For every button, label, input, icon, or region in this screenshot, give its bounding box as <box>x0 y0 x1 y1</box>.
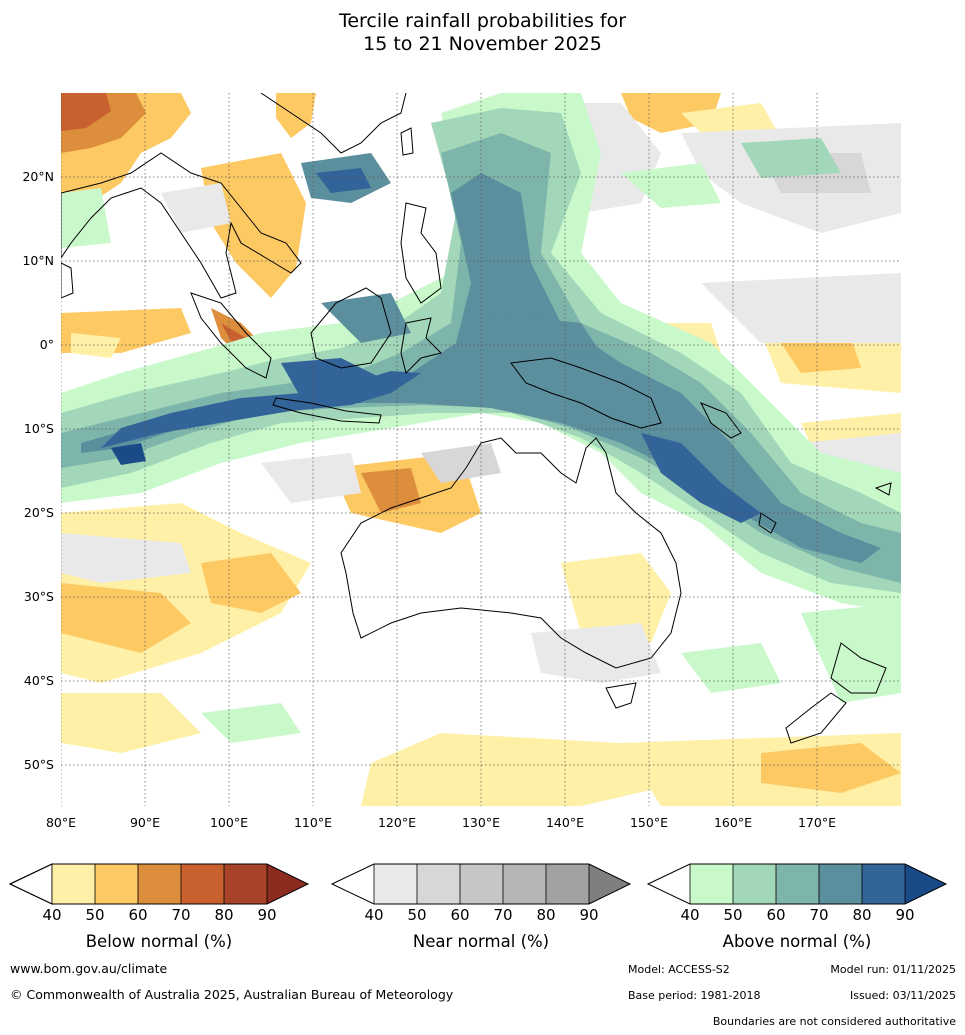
near-normal-swatch-3 <box>460 864 503 904</box>
lon-label-80e: 80°E <box>45 815 77 830</box>
near-tick-50: 50 <box>407 906 427 924</box>
new-zealand-outline <box>785 642 887 744</box>
above-tick-90: 90 <box>895 906 915 924</box>
disclaimer-text: Boundaries are not considered authoritat… <box>712 1015 956 1028</box>
coastlines <box>61 93 892 744</box>
map-title: Tercile rainfall probabilities for 15 to… <box>0 10 965 56</box>
lat-label-30s: 30°S <box>23 589 54 604</box>
base-period-text: Base period: 1981-2018 <box>628 989 761 1002</box>
below-tick-60: 60 <box>128 906 148 924</box>
lat-label-20s: 20°S <box>23 505 54 520</box>
below-normal-over-arrow <box>267 864 308 904</box>
pacific-islands-outline <box>699 402 892 534</box>
near-normal-over-arrow <box>589 864 630 904</box>
below-normal-label: Below normal (%) <box>85 932 233 951</box>
near-tick-70: 70 <box>493 906 513 924</box>
below-tick-80: 80 <box>214 906 234 924</box>
sulawesi-outline <box>400 317 442 374</box>
australia-outline <box>340 437 682 669</box>
below-normal-swatch-4 <box>181 864 224 904</box>
lon-label-100e: 100°E <box>209 815 248 830</box>
model-run-text: Model run: 01/11/2025 <box>830 963 956 976</box>
below-normal-swatch-3 <box>138 864 181 904</box>
lon-label-170e: 170°E <box>797 815 836 830</box>
below-normal-swatch-5 <box>224 864 267 904</box>
near-normal-swatch-4 <box>503 864 546 904</box>
southeast-asia-outline <box>61 152 302 299</box>
above-tick-80: 80 <box>852 906 872 924</box>
above-normal-swatch-1 <box>690 864 733 904</box>
near-tick-90: 90 <box>579 906 599 924</box>
above-normal-label: Above normal (%) <box>722 932 872 951</box>
above-tick-40: 40 <box>680 906 700 924</box>
above-normal-under-arrow <box>648 864 690 904</box>
lon-label-160e: 160°E <box>713 815 752 830</box>
new-guinea-outline <box>510 357 662 429</box>
taiwan-outline <box>400 127 414 156</box>
tasmania-outline <box>605 682 637 709</box>
lon-label-90e: 90°E <box>129 815 161 830</box>
below-normal-under-arrow <box>8 863 53 905</box>
near-normal-swatch-2 <box>417 864 460 904</box>
lat-label-10n: 10°N <box>22 253 54 268</box>
rainfall-probability-map <box>61 93 901 806</box>
lon-label-130e: 130°E <box>461 815 500 830</box>
near-normal-label: Near normal (%) <box>412 932 550 951</box>
above-tick-60: 60 <box>766 906 786 924</box>
above-normal-swatch-3 <box>776 864 819 904</box>
above-normal-swatch-5 <box>862 864 905 904</box>
below-tick-50: 50 <box>85 906 105 924</box>
below-normal-swatch-2 <box>95 864 138 904</box>
website-link[interactable]: www.bom.gov.au/climate <box>10 961 168 976</box>
above-tick-50: 50 <box>723 906 743 924</box>
above-normal-colorbar <box>646 863 948 905</box>
lat-label-50s: 50°S <box>23 757 54 772</box>
near-normal-swatch-1 <box>374 864 417 904</box>
near-normal-swatch-5 <box>546 864 589 904</box>
lon-label-110e: 110°E <box>293 815 332 830</box>
above-normal-swatch-2 <box>733 864 776 904</box>
near-tick-80: 80 <box>536 906 556 924</box>
lon-label-150e: 150°E <box>629 815 668 830</box>
borneo-outline <box>310 287 392 369</box>
java-outline <box>272 397 382 424</box>
issued-text: Issued: 03/11/2025 <box>849 989 956 1002</box>
below-normal-swatch-1 <box>52 864 95 904</box>
above-normal-swatch-4 <box>819 864 862 904</box>
philippines-outline <box>400 202 442 304</box>
below-tick-40: 40 <box>42 906 62 924</box>
above-tick-70: 70 <box>809 906 829 924</box>
title-line-1: Tercile rainfall probabilities for <box>338 10 627 32</box>
lat-label-10s: 10°S <box>23 421 54 436</box>
above-normal-over-arrow <box>905 864 946 904</box>
near-tick-60: 60 <box>450 906 470 924</box>
graticule <box>61 93 901 806</box>
china-coast-outline <box>260 93 407 154</box>
lat-label-0: 0° <box>39 337 54 352</box>
copyright-text: © Commonwealth of Australia 2025, Austra… <box>10 987 454 1002</box>
below-tick-90: 90 <box>257 906 277 924</box>
lat-label-20n: 20°N <box>22 169 54 184</box>
model-text: Model: ACCESS-S2 <box>628 963 730 976</box>
near-normal-colorbar <box>330 863 632 905</box>
below-normal-colorbar <box>8 863 310 905</box>
lat-label-40s: 40°S <box>23 673 54 688</box>
lon-label-140e: 140°E <box>545 815 584 830</box>
near-tick-40: 40 <box>364 906 384 924</box>
sri-lanka-outline <box>61 262 74 299</box>
near-normal-under-arrow <box>332 864 374 904</box>
below-tick-70: 70 <box>171 906 191 924</box>
title-line-2: 15 to 21 November 2025 <box>363 33 602 55</box>
lon-label-120e: 120°E <box>377 815 416 830</box>
